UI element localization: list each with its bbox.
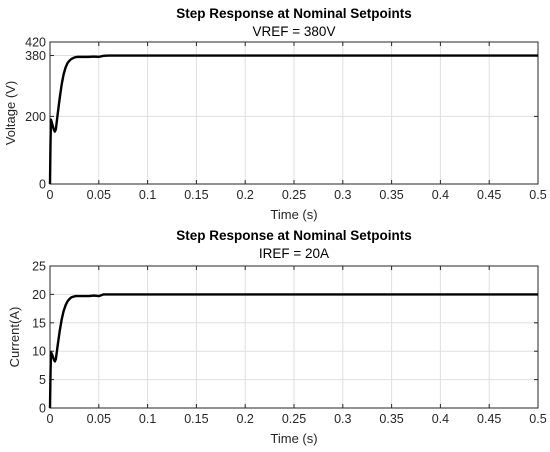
chart1-xtick-label-1: 0.05 bbox=[87, 188, 111, 202]
chart1-xtick-label-5: 0.25 bbox=[282, 188, 306, 202]
chart2-ytick-label-1: 5 bbox=[39, 373, 46, 387]
chart2-xtick-label-7: 0.35 bbox=[379, 412, 403, 426]
chart2-ytick-label-0: 0 bbox=[39, 402, 46, 416]
chart1-xtick-label-8: 0.4 bbox=[432, 188, 449, 202]
chart1-xtick-label-6: 0.3 bbox=[334, 188, 351, 202]
chart2-xtick-label-6: 0.3 bbox=[334, 412, 351, 426]
chart2-xtick-label-3: 0.15 bbox=[184, 412, 208, 426]
chart2-xtick-label-1: 0.05 bbox=[87, 412, 111, 426]
chart1-ytick-label-2: 380 bbox=[25, 49, 46, 63]
chart1-ytick-label-3: 420 bbox=[25, 36, 46, 50]
chart1-xtick-label-4: 0.2 bbox=[237, 188, 254, 202]
chart2: 0 0.05 0.1 0.15 0.2 0.25 0.3 0.35 0.4 0.45 0.5 0 5 10… bbox=[32, 260, 547, 427]
chart1-xtick-label-2: 0.1 bbox=[139, 188, 156, 202]
chart1-series-line-0 bbox=[48, 54, 538, 185]
chart1-ytick-label-0: 0 bbox=[39, 178, 46, 192]
chart1-xtick-label-7: 0.35 bbox=[379, 188, 403, 202]
chart2-subtitle: IREF = 20A bbox=[259, 246, 329, 261]
chart1-xlabel: Time (s) bbox=[270, 207, 317, 222]
chart1-xtick-label-9: 0.45 bbox=[477, 188, 501, 202]
chart2-ytick-label-2: 10 bbox=[32, 345, 46, 359]
chart2-xtick-label-4: 0.2 bbox=[237, 412, 254, 426]
chart2-ylabel: Current(A) bbox=[7, 307, 22, 368]
chart2-xlabel: Time (s) bbox=[270, 431, 317, 446]
chart1: 0 0.05 0.1 0.15 0.2 0.25 0.3 0.35 0.4 0.45 0.5 0 200… bbox=[25, 36, 547, 203]
chart2-ytick-label-3: 15 bbox=[32, 316, 46, 330]
chart1-title: Step Response at Nominal Setpoints bbox=[176, 6, 412, 21]
chart2-xtick-label-8: 0.4 bbox=[432, 412, 449, 426]
chart2-series-line-0 bbox=[48, 293, 538, 409]
chart1-ytick-label-1: 200 bbox=[25, 110, 46, 124]
chart2-ytick-label-5: 25 bbox=[32, 260, 46, 274]
chart1-xtick-label-0: 0 bbox=[47, 188, 54, 202]
chart1-xtick-label-10: 0.5 bbox=[529, 188, 546, 202]
chart2-ytick-label-4: 20 bbox=[32, 288, 46, 302]
chart2-xtick-label-0: 0 bbox=[47, 412, 54, 426]
chart2-title: Step Response at Nominal Setpoints bbox=[176, 228, 412, 243]
chart2-xtick-label-2: 0.1 bbox=[139, 412, 156, 426]
chart1-xtick-label-3: 0.15 bbox=[184, 188, 208, 202]
chart2-xtick-label-10: 0.5 bbox=[529, 412, 546, 426]
chart2-xtick-label-5: 0.25 bbox=[282, 412, 306, 426]
chart2-xtick-label-9: 0.45 bbox=[477, 412, 501, 426]
chart1-subtitle: VREF = 380V bbox=[253, 24, 336, 39]
chart1-ylabel: Voltage (V) bbox=[3, 81, 18, 145]
